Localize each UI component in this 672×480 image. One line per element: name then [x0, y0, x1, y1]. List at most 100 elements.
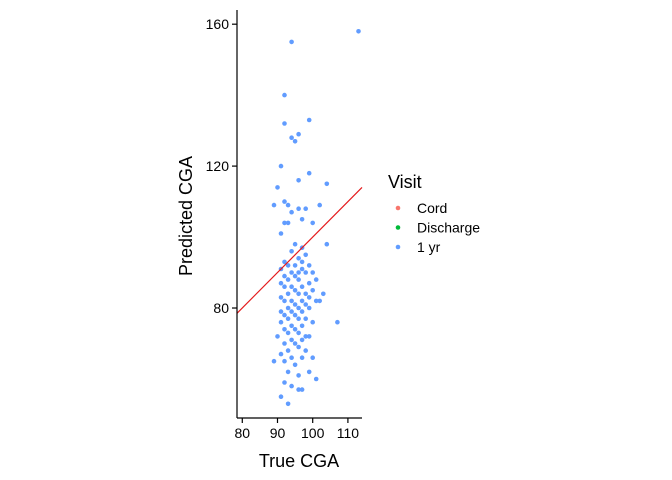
data-point-0-24	[278, 231, 284, 236]
data-point-0-10	[296, 178, 301, 183]
data-point-0-34	[299, 259, 305, 265]
data-point-0-40	[303, 270, 309, 275]
data-point-0-73	[317, 298, 323, 304]
data-point-0-49	[306, 280, 312, 286]
data-point-0-95	[285, 348, 291, 353]
data-point-0-9	[306, 170, 312, 176]
data-point-0-19	[289, 209, 294, 215]
data-point-0-112	[285, 401, 291, 407]
data-point-0-110	[313, 376, 319, 382]
legend-key-0	[395, 205, 401, 211]
data-point-0-96	[303, 348, 309, 353]
data-point-0-38	[296, 270, 301, 275]
data-point-0-5	[296, 131, 301, 137]
legend-label-2: 1 yr	[417, 239, 441, 255]
legend-label-0: Cord	[417, 200, 447, 216]
data-point-0-97	[278, 351, 284, 357]
data-point-0-30	[296, 255, 301, 261]
data-point-0-90	[299, 337, 305, 343]
data-point-0-66	[296, 305, 301, 311]
data-point-0-46	[278, 280, 284, 286]
axes: 80 90 100 110 80 120 160	[206, 10, 362, 441]
data-point-0-93	[292, 341, 298, 346]
data-point-0-85	[285, 330, 291, 336]
data-point-0-74	[285, 316, 291, 322]
data-point-0-86	[296, 330, 301, 336]
data-point-0-42	[292, 273, 298, 279]
reference-line-layer	[236, 186, 363, 314]
data-point-0-21	[285, 220, 291, 226]
data-point-0-32	[285, 263, 291, 268]
data-point-0-75	[296, 316, 301, 322]
data-point-0-16	[296, 206, 301, 211]
data-point-0-13	[271, 202, 277, 208]
data-point-0-59	[299, 298, 305, 304]
data-point-0-65	[285, 305, 291, 311]
data-point-0-44	[285, 277, 291, 282]
data-point-0-108	[289, 383, 294, 389]
data-point-0-8	[278, 163, 284, 169]
data-point-0-28	[289, 249, 294, 254]
y-axis-title: Predicted CGA	[176, 156, 196, 276]
legend-key-1	[395, 225, 401, 230]
data-point-0-51	[292, 288, 298, 293]
data-point-0-27	[324, 241, 330, 247]
data-point-0-35	[306, 263, 312, 268]
data-point-0-25	[292, 241, 298, 247]
data-point-0-63	[303, 302, 309, 307]
data-point-0-37	[289, 270, 294, 275]
y-tick-label: 80	[213, 300, 229, 316]
data-point-0-56	[310, 288, 316, 293]
data-point-0-88	[275, 334, 280, 339]
legend-label-1: Discharge	[417, 220, 480, 236]
data-point-0-60	[306, 295, 312, 300]
y-tick-label: 160	[206, 16, 230, 32]
data-point-0-79	[289, 323, 294, 329]
data-point-0-81	[310, 319, 316, 325]
data-point-0-22	[299, 217, 305, 222]
data-point-0-111	[278, 394, 284, 400]
data-point-0-54	[296, 291, 301, 297]
data-point-0-17	[303, 206, 309, 211]
reference-line	[236, 186, 363, 314]
data-point-0-39	[299, 266, 305, 272]
data-point-0-98	[289, 355, 294, 361]
data-point-0-14	[282, 199, 287, 204]
data-point-0-67	[278, 309, 284, 314]
data-point-0-72	[292, 312, 298, 318]
data-points	[271, 29, 361, 407]
data-point-0-107	[282, 380, 287, 385]
data-point-0-55	[303, 291, 309, 297]
data-point-0-41	[282, 273, 287, 279]
data-point-0-57	[278, 295, 284, 300]
data-point-0-50	[282, 284, 287, 290]
data-point-0-106	[306, 369, 312, 375]
data-point-0-89	[289, 337, 294, 343]
data-point-0-53	[285, 291, 291, 297]
data-point-0-33	[292, 263, 298, 268]
data-point-0-84	[335, 319, 340, 325]
data-point-0-3	[306, 117, 312, 123]
data-point-0-102	[271, 358, 277, 364]
legend-key-2	[395, 244, 401, 250]
data-point-0-15	[285, 202, 291, 208]
data-point-0-69	[299, 309, 305, 314]
data-point-0-12	[324, 181, 330, 187]
x-tick-label: 90	[270, 425, 286, 441]
data-point-0-31	[282, 259, 287, 265]
data-point-0-58	[289, 298, 294, 304]
data-point-0-103	[310, 355, 316, 361]
data-point-0-20	[282, 220, 287, 226]
data-point-0-6	[289, 135, 294, 140]
data-point-0-1	[289, 39, 294, 45]
data-point-0-48	[299, 284, 305, 290]
data-point-0-47	[289, 284, 294, 290]
legend: Cord Discharge 1 yr	[395, 200, 480, 255]
data-point-0-23	[310, 220, 316, 226]
data-point-0-104	[285, 369, 291, 375]
data-point-0-18	[317, 202, 323, 208]
x-axis-title: True CGA	[259, 451, 339, 471]
data-point-0-83	[292, 327, 298, 332]
data-point-0-52	[313, 277, 319, 282]
